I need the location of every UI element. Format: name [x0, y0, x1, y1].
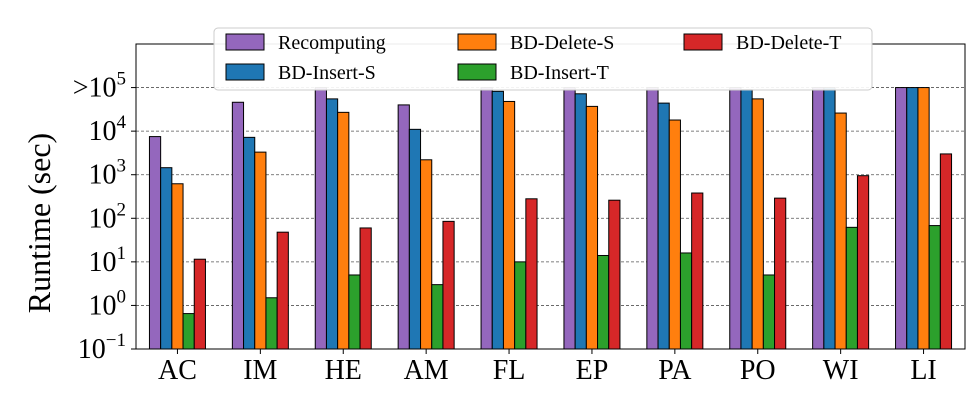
bar-bd-delete-t-ac	[193, 258, 206, 350]
bar-recomputing-he	[314, 87, 327, 350]
bar-bd-delete-s-ac	[171, 183, 184, 350]
legend-label: BD-Delete-T	[736, 32, 842, 54]
bar-bd-delete-t-pa	[691, 192, 704, 350]
y-tick-label: 102	[89, 199, 127, 234]
bar-bd-delete-t-po	[774, 197, 787, 350]
y-tick-label: 101	[89, 243, 127, 278]
bar-bd-delete-s-he	[337, 111, 350, 350]
bar-bd-delete-t-ep	[608, 199, 621, 350]
legend-label: BD-Insert-T	[510, 62, 609, 84]
bars	[148, 87, 953, 350]
bar-bd-insert-t-he	[348, 274, 361, 350]
legend-swatch	[457, 63, 497, 81]
bar-bd-insert-s-he	[325, 98, 339, 350]
bar-bd-insert-s-am	[408, 128, 422, 350]
bar-recomputing-am	[397, 104, 410, 350]
bar-bd-insert-t-po	[762, 274, 776, 350]
legend-label: BD-Delete-S	[510, 32, 614, 54]
y-tick-label: 100	[89, 286, 127, 321]
bar-bd-insert-t-pa	[679, 252, 693, 350]
bar-recomputing-po	[729, 87, 742, 350]
legend-swatch	[225, 63, 265, 81]
bar-bd-insert-s-ep	[574, 93, 587, 350]
x-tick-label: PO	[740, 355, 776, 386]
legend-label: Recomputing	[278, 32, 386, 54]
legend-label: BD-Insert-S	[278, 62, 376, 84]
x-tick-label: LI	[910, 355, 936, 386]
bar-bd-insert-t-fl	[514, 261, 527, 350]
bar-bd-delete-t-am	[442, 220, 455, 350]
bar-bd-delete-s-wi	[834, 112, 847, 350]
bar-bd-delete-s-ep	[585, 105, 599, 350]
bar-bd-delete-t-im	[276, 231, 289, 350]
bar-recomputing-ac	[148, 136, 162, 350]
axes: 10−1 100 101 102 103 104 >105 AC IM HE AM FL EP PA PO W…	[73, 43, 966, 386]
x-tick-label: AC	[158, 355, 197, 386]
bar-bd-delete-t-fl	[525, 198, 538, 350]
legend-swatch	[457, 33, 497, 51]
bar-bd-insert-s-fl	[491, 90, 504, 350]
bar-bd-insert-s-wi	[823, 87, 836, 350]
y-tick-label: 10−1	[78, 330, 126, 365]
bar-bd-insert-t-am	[431, 284, 444, 350]
bar-recomputing-li	[895, 87, 908, 350]
bar-bd-insert-t-ep	[597, 254, 610, 350]
bar-bd-delete-s-po	[751, 98, 764, 350]
bar-recomputing-wi	[812, 87, 825, 350]
x-tick-label: HE	[325, 355, 362, 386]
legend: Recomputing BD-Insert-S BD-Delete-S BD-Inse…	[213, 27, 873, 91]
bar-bd-insert-t-ac	[182, 313, 195, 350]
bar-bd-insert-s-im	[243, 136, 256, 350]
bar-bd-delete-t-he	[359, 227, 372, 350]
legend-swatch	[225, 33, 265, 51]
bar-bd-insert-t-im	[265, 297, 278, 350]
y-tick-label: 103	[89, 156, 127, 191]
bar-bd-delete-s-im	[254, 151, 267, 350]
bar-bd-insert-s-po	[740, 89, 753, 350]
bar-bd-insert-s-pa	[657, 102, 670, 350]
bar-bd-delete-s-fl	[502, 100, 516, 350]
bar-bd-delete-t-li	[939, 153, 953, 350]
bar-recomputing-pa	[646, 87, 659, 350]
legend-swatch	[683, 33, 723, 51]
bar-bd-insert-t-wi	[845, 226, 858, 350]
bar-recomputing-fl	[480, 87, 493, 350]
bar-recomputing-ep	[563, 87, 576, 350]
x-tick-label: WI	[823, 355, 859, 386]
bar-bd-delete-s-li	[917, 87, 930, 350]
bar-bd-insert-s-ac	[160, 167, 173, 350]
x-tick-label: EP	[576, 355, 609, 386]
bar-bd-insert-s-li	[906, 87, 919, 350]
bar-bd-delete-s-pa	[668, 119, 681, 350]
bar-bd-insert-t-li	[928, 225, 941, 350]
x-tick-label: IM	[243, 355, 277, 386]
x-tick-label: FL	[493, 355, 526, 386]
bar-recomputing-im	[231, 101, 245, 350]
x-tick-label: PA	[658, 355, 692, 386]
x-tick-label: AM	[404, 355, 449, 386]
y-axis-label: Runtime (sec)	[21, 133, 57, 313]
y-tick-label: >105	[73, 69, 126, 104]
bar-bd-delete-t-wi	[856, 175, 870, 350]
bar-bd-delete-s-am	[420, 159, 433, 350]
y-tick-label: 104	[89, 112, 127, 147]
